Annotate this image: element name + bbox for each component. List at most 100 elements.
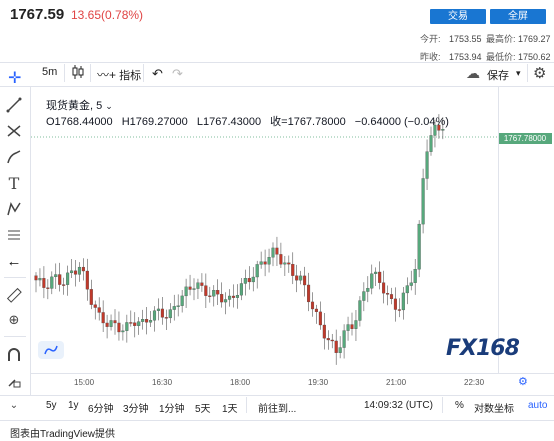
candle-down: [334, 340, 338, 353]
candle-up: [366, 288, 370, 292]
range-1y[interactable]: 1y: [68, 400, 79, 411]
interval-selector[interactable]: 5m: [42, 66, 58, 78]
zoom-in-icon[interactable]: ⊕: [8, 312, 20, 327]
powered-by-tradingview[interactable]: 图表由TradingView提供: [10, 429, 116, 440]
toolbar-divider: [527, 64, 528, 82]
candle-down: [188, 286, 192, 290]
price-axis-tag: 1767.78000: [498, 133, 552, 144]
candle-down: [279, 254, 283, 265]
candle-down: [200, 282, 204, 286]
stat-high: 最高价: 1769.27: [486, 32, 551, 45]
indicators-label: 指标: [119, 70, 142, 82]
percent-toggle[interactable]: %: [455, 400, 464, 411]
candle-down: [303, 275, 307, 286]
candle-up: [259, 261, 263, 265]
candle-up: [156, 308, 161, 311]
trend-line-icon[interactable]: [3, 94, 25, 116]
legend-chevron-icon[interactable]: ⌄: [105, 101, 113, 111]
log-scale-toggle[interactable]: 对数坐标: [474, 404, 514, 415]
candle-style-icon[interactable]: [72, 64, 84, 83]
candle-up: [227, 295, 232, 300]
cloud-icon[interactable]: ☁: [466, 65, 480, 81]
range-6min[interactable]: 6分钟: [88, 404, 114, 415]
high-value: 1769.27: [518, 34, 551, 44]
candle-down: [89, 289, 93, 305]
candle-up: [172, 306, 176, 310]
save-button[interactable]: 保存: [487, 70, 509, 82]
price-chart[interactable]: [31, 87, 498, 373]
left-toolbar-divider: [4, 277, 26, 278]
indicators-button[interactable]: 〰+ 指标: [97, 66, 141, 83]
candle-down: [247, 278, 251, 283]
candle-down: [93, 304, 97, 308]
brush-icon[interactable]: [3, 146, 25, 168]
legend-high: H1769.27000: [121, 116, 188, 128]
utc-clock[interactable]: 14:09:32 (UTC): [364, 400, 433, 411]
redo-icon[interactable]: ↷: [172, 66, 183, 81]
candle-down: [208, 295, 212, 297]
candle-up: [362, 291, 366, 301]
crosshair-icon[interactable]: ✛: [8, 70, 22, 87]
stat-prev-close: 昨收: 1753.94: [420, 50, 482, 63]
candle-down: [378, 271, 382, 283]
candle-up: [50, 276, 54, 289]
candle-down: [34, 275, 38, 281]
time-tick: 19:30: [308, 378, 329, 387]
legend-close: 收=1767.78000: [270, 116, 346, 128]
today-open-label: 今开:: [420, 34, 441, 44]
time-tick: 21:00: [386, 378, 407, 387]
candle-down: [263, 261, 267, 265]
undo-icon[interactable]: ↶: [152, 66, 163, 81]
candle-up: [251, 276, 255, 283]
range-1d[interactable]: 1天: [222, 404, 238, 415]
collapse-toolbar-icon[interactable]: ⌄: [9, 399, 19, 411]
candle-down: [397, 309, 401, 311]
range-3min[interactable]: 3分钟: [123, 404, 149, 415]
data-window-icon[interactable]: [38, 341, 64, 359]
candle-up: [425, 151, 429, 179]
save-dropdown-icon[interactable]: ▾: [516, 68, 521, 78]
range-1min[interactable]: 1分钟: [159, 404, 185, 415]
auto-scale-toggle[interactable]: auto: [528, 400, 548, 411]
low-label: 最低价:: [486, 52, 516, 62]
candle-up: [66, 272, 70, 285]
legend-symbol-label: 现货黄金, 5: [46, 100, 103, 112]
today-open-value: 1753.55: [449, 34, 482, 44]
candle-up: [433, 124, 437, 136]
text-tool-icon[interactable]: T: [8, 173, 20, 193]
candle-up: [168, 309, 172, 319]
prev-close-label: 昨收:: [420, 52, 441, 62]
trade-button[interactable]: 交易: [430, 9, 486, 24]
legend-symbol[interactable]: 现货黄金, 5 ⌄: [46, 97, 113, 113]
prediction-tool-icon[interactable]: [3, 224, 25, 246]
pattern-tool-icon[interactable]: [3, 198, 25, 220]
candle-down: [216, 290, 220, 295]
candle-up: [421, 178, 425, 225]
fib-tool-icon[interactable]: [3, 120, 25, 142]
goto-date-button[interactable]: 前往到...: [258, 404, 297, 415]
ruler-icon[interactable]: [3, 284, 25, 306]
candle-up: [401, 292, 405, 311]
magnet-icon[interactable]: [3, 344, 25, 366]
candle-down: [62, 284, 66, 286]
candle-up: [141, 319, 145, 322]
candle-up: [354, 320, 358, 329]
back-arrow-icon[interactable]: ←: [6, 252, 22, 270]
range-5d[interactable]: 5天: [195, 404, 211, 415]
candle-down: [287, 262, 291, 265]
axis-settings-icon[interactable]: ⚙: [518, 376, 528, 388]
candle-up: [283, 262, 287, 265]
lock-drawing-icon[interactable]: [3, 370, 25, 392]
legend-low: L1767.43000: [196, 116, 262, 128]
range-5y[interactable]: 5y: [46, 400, 57, 411]
toolbar-divider: [90, 64, 91, 82]
settings-gear-icon[interactable]: ⚙: [533, 65, 547, 82]
candle-down: [350, 324, 354, 329]
candle-down: [97, 307, 101, 313]
candle-up: [180, 295, 184, 306]
candle-up: [358, 300, 362, 321]
candle-down: [42, 278, 46, 288]
candle-down: [73, 270, 78, 275]
fullscreen-button[interactable]: 全屏: [490, 9, 546, 24]
